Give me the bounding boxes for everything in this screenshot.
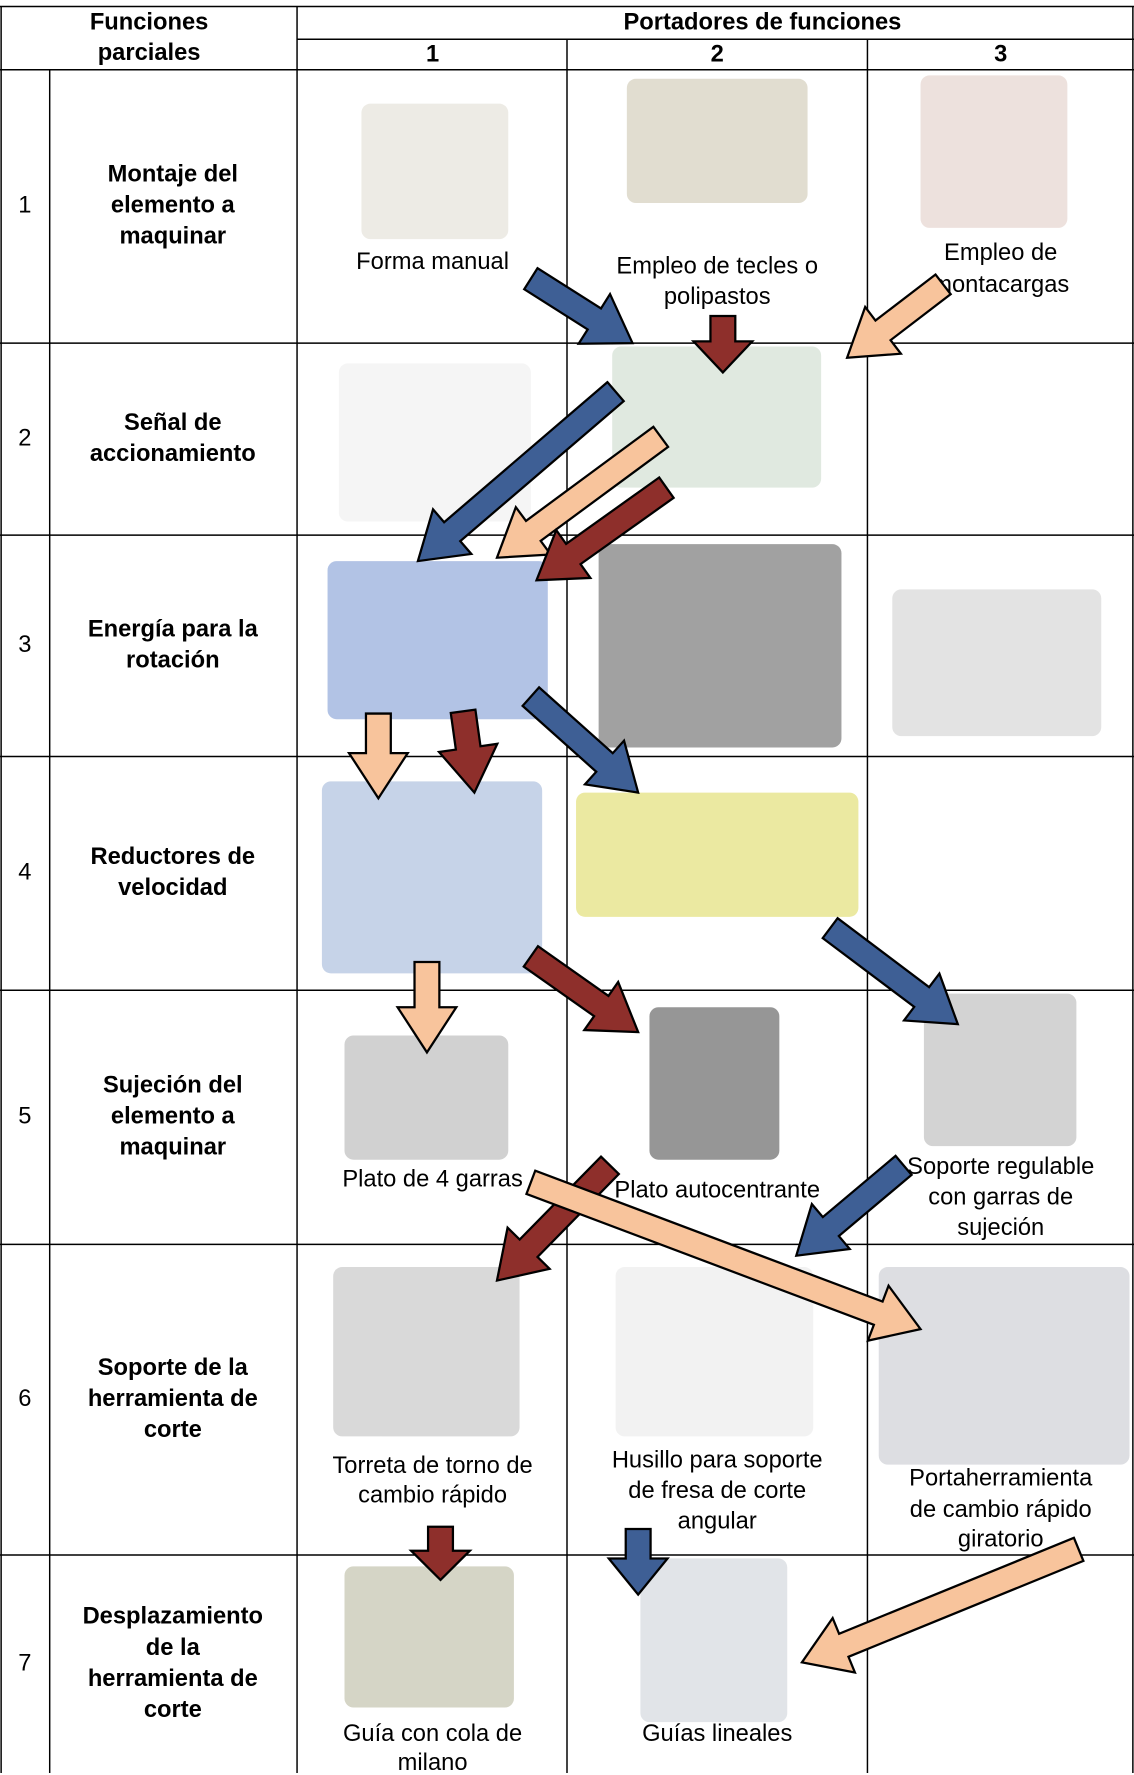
photo <box>615 1267 814 1437</box>
function-label: Señal de <box>124 410 222 436</box>
row-number: 2 <box>18 425 31 451</box>
arrow <box>495 1155 621 1283</box>
table-grid <box>0 5 1134 1774</box>
function-label: maquinar <box>119 1135 226 1161</box>
arrow <box>794 1154 914 1258</box>
photo <box>321 781 543 974</box>
arrow <box>408 1525 473 1582</box>
header-label: Portadores de funciones <box>623 10 901 36</box>
photo <box>640 1558 788 1723</box>
function-label: rotación <box>126 648 220 674</box>
photo <box>649 1007 780 1160</box>
function-label: Desplazamiento <box>83 1604 263 1630</box>
arrow <box>436 708 500 795</box>
column-number: 1 <box>426 41 439 67</box>
cell-caption: Plato de 4 garras <box>342 1166 523 1192</box>
arrow <box>845 272 953 360</box>
arrow <box>690 314 755 375</box>
arrow <box>821 916 960 1026</box>
photo <box>327 561 548 720</box>
header-label: Funciones <box>90 10 209 36</box>
arrows <box>346 266 1085 1674</box>
photo <box>598 544 842 748</box>
function-label: Montaje del <box>108 162 238 188</box>
function-label: de la <box>146 1635 201 1661</box>
photo <box>338 363 531 522</box>
arrow <box>346 712 410 801</box>
cell-caption: milano <box>398 1750 468 1775</box>
photos <box>321 75 1130 1723</box>
column-number: 3 <box>994 41 1007 67</box>
cell-caption: Husillo para soporte <box>612 1448 823 1474</box>
cell-caption: de fresa de corte <box>628 1478 806 1504</box>
cell-caption: Plato autocentrante <box>614 1178 820 1204</box>
cell-caption: Guía con cola de <box>343 1721 522 1747</box>
cell-caption: giratorio <box>958 1527 1044 1553</box>
cell-caption: Empleo de <box>944 240 1057 266</box>
function-label: maquinar <box>119 224 226 250</box>
function-label: herramienta de <box>88 1666 258 1692</box>
photo <box>878 1267 1130 1465</box>
cell-caption: Torreta de torno de <box>332 1453 532 1479</box>
cell-caption: Soporte regulable <box>907 1154 1094 1180</box>
cell-caption: de cambio rápido <box>910 1497 1092 1523</box>
function-label: accionamiento <box>90 441 256 467</box>
arrow <box>606 1527 670 1597</box>
photo <box>344 1566 514 1708</box>
function-label: herramienta de <box>88 1386 258 1412</box>
cell-caption: cambio rápido <box>358 1483 507 1509</box>
photo <box>892 589 1102 737</box>
cell-caption: Empleo de tecles o <box>616 254 818 280</box>
row-number: 1 <box>18 193 31 219</box>
cell-caption: polipastos <box>664 284 771 310</box>
arrow <box>495 425 670 559</box>
header-label: parciales <box>98 40 201 66</box>
arrow <box>800 1536 1085 1674</box>
row-number: 5 <box>18 1104 31 1130</box>
function-label: elemento a <box>111 1104 236 1130</box>
arrow <box>416 380 626 563</box>
arrow <box>521 685 640 795</box>
photo <box>576 792 859 917</box>
function-label: Sujeción del <box>103 1073 243 1099</box>
photo <box>626 78 808 204</box>
cell-caption: angular <box>678 1509 757 1535</box>
row-number: 3 <box>18 632 31 658</box>
arrow <box>522 944 640 1034</box>
function-label: Energía para la <box>88 617 259 643</box>
row-number: 6 <box>18 1386 31 1412</box>
row-number: 7 <box>18 1650 31 1676</box>
cell-caption: sujeción <box>957 1215 1044 1241</box>
cell-caption: Forma manual <box>356 249 509 275</box>
column-number: 2 <box>711 41 724 67</box>
function-label: elemento a <box>111 193 236 219</box>
function-label: Soporte de la <box>98 1355 249 1381</box>
texts: Funciones parciales Portadores de funcione… <box>18 10 1094 1775</box>
arrow <box>395 960 459 1055</box>
photo <box>344 1035 509 1160</box>
function-label: velocidad <box>118 875 227 901</box>
photo <box>920 75 1068 228</box>
row-number: 4 <box>18 860 31 886</box>
cell-caption: montacargas <box>932 272 1069 298</box>
photo <box>361 103 509 240</box>
function-label: corte <box>144 1417 202 1443</box>
cell-caption: con garras de <box>928 1184 1073 1210</box>
photo <box>612 346 822 488</box>
cell-caption: Guías lineales <box>642 1721 792 1747</box>
arrow <box>534 475 676 582</box>
photo <box>923 993 1077 1147</box>
photo <box>333 1267 520 1437</box>
function-label: corte <box>144 1697 202 1723</box>
arrow <box>522 266 635 345</box>
arrow <box>524 1169 923 1343</box>
cell-caption: Portaherramienta <box>909 1466 1093 1492</box>
function-label: Reductores de <box>90 844 255 870</box>
